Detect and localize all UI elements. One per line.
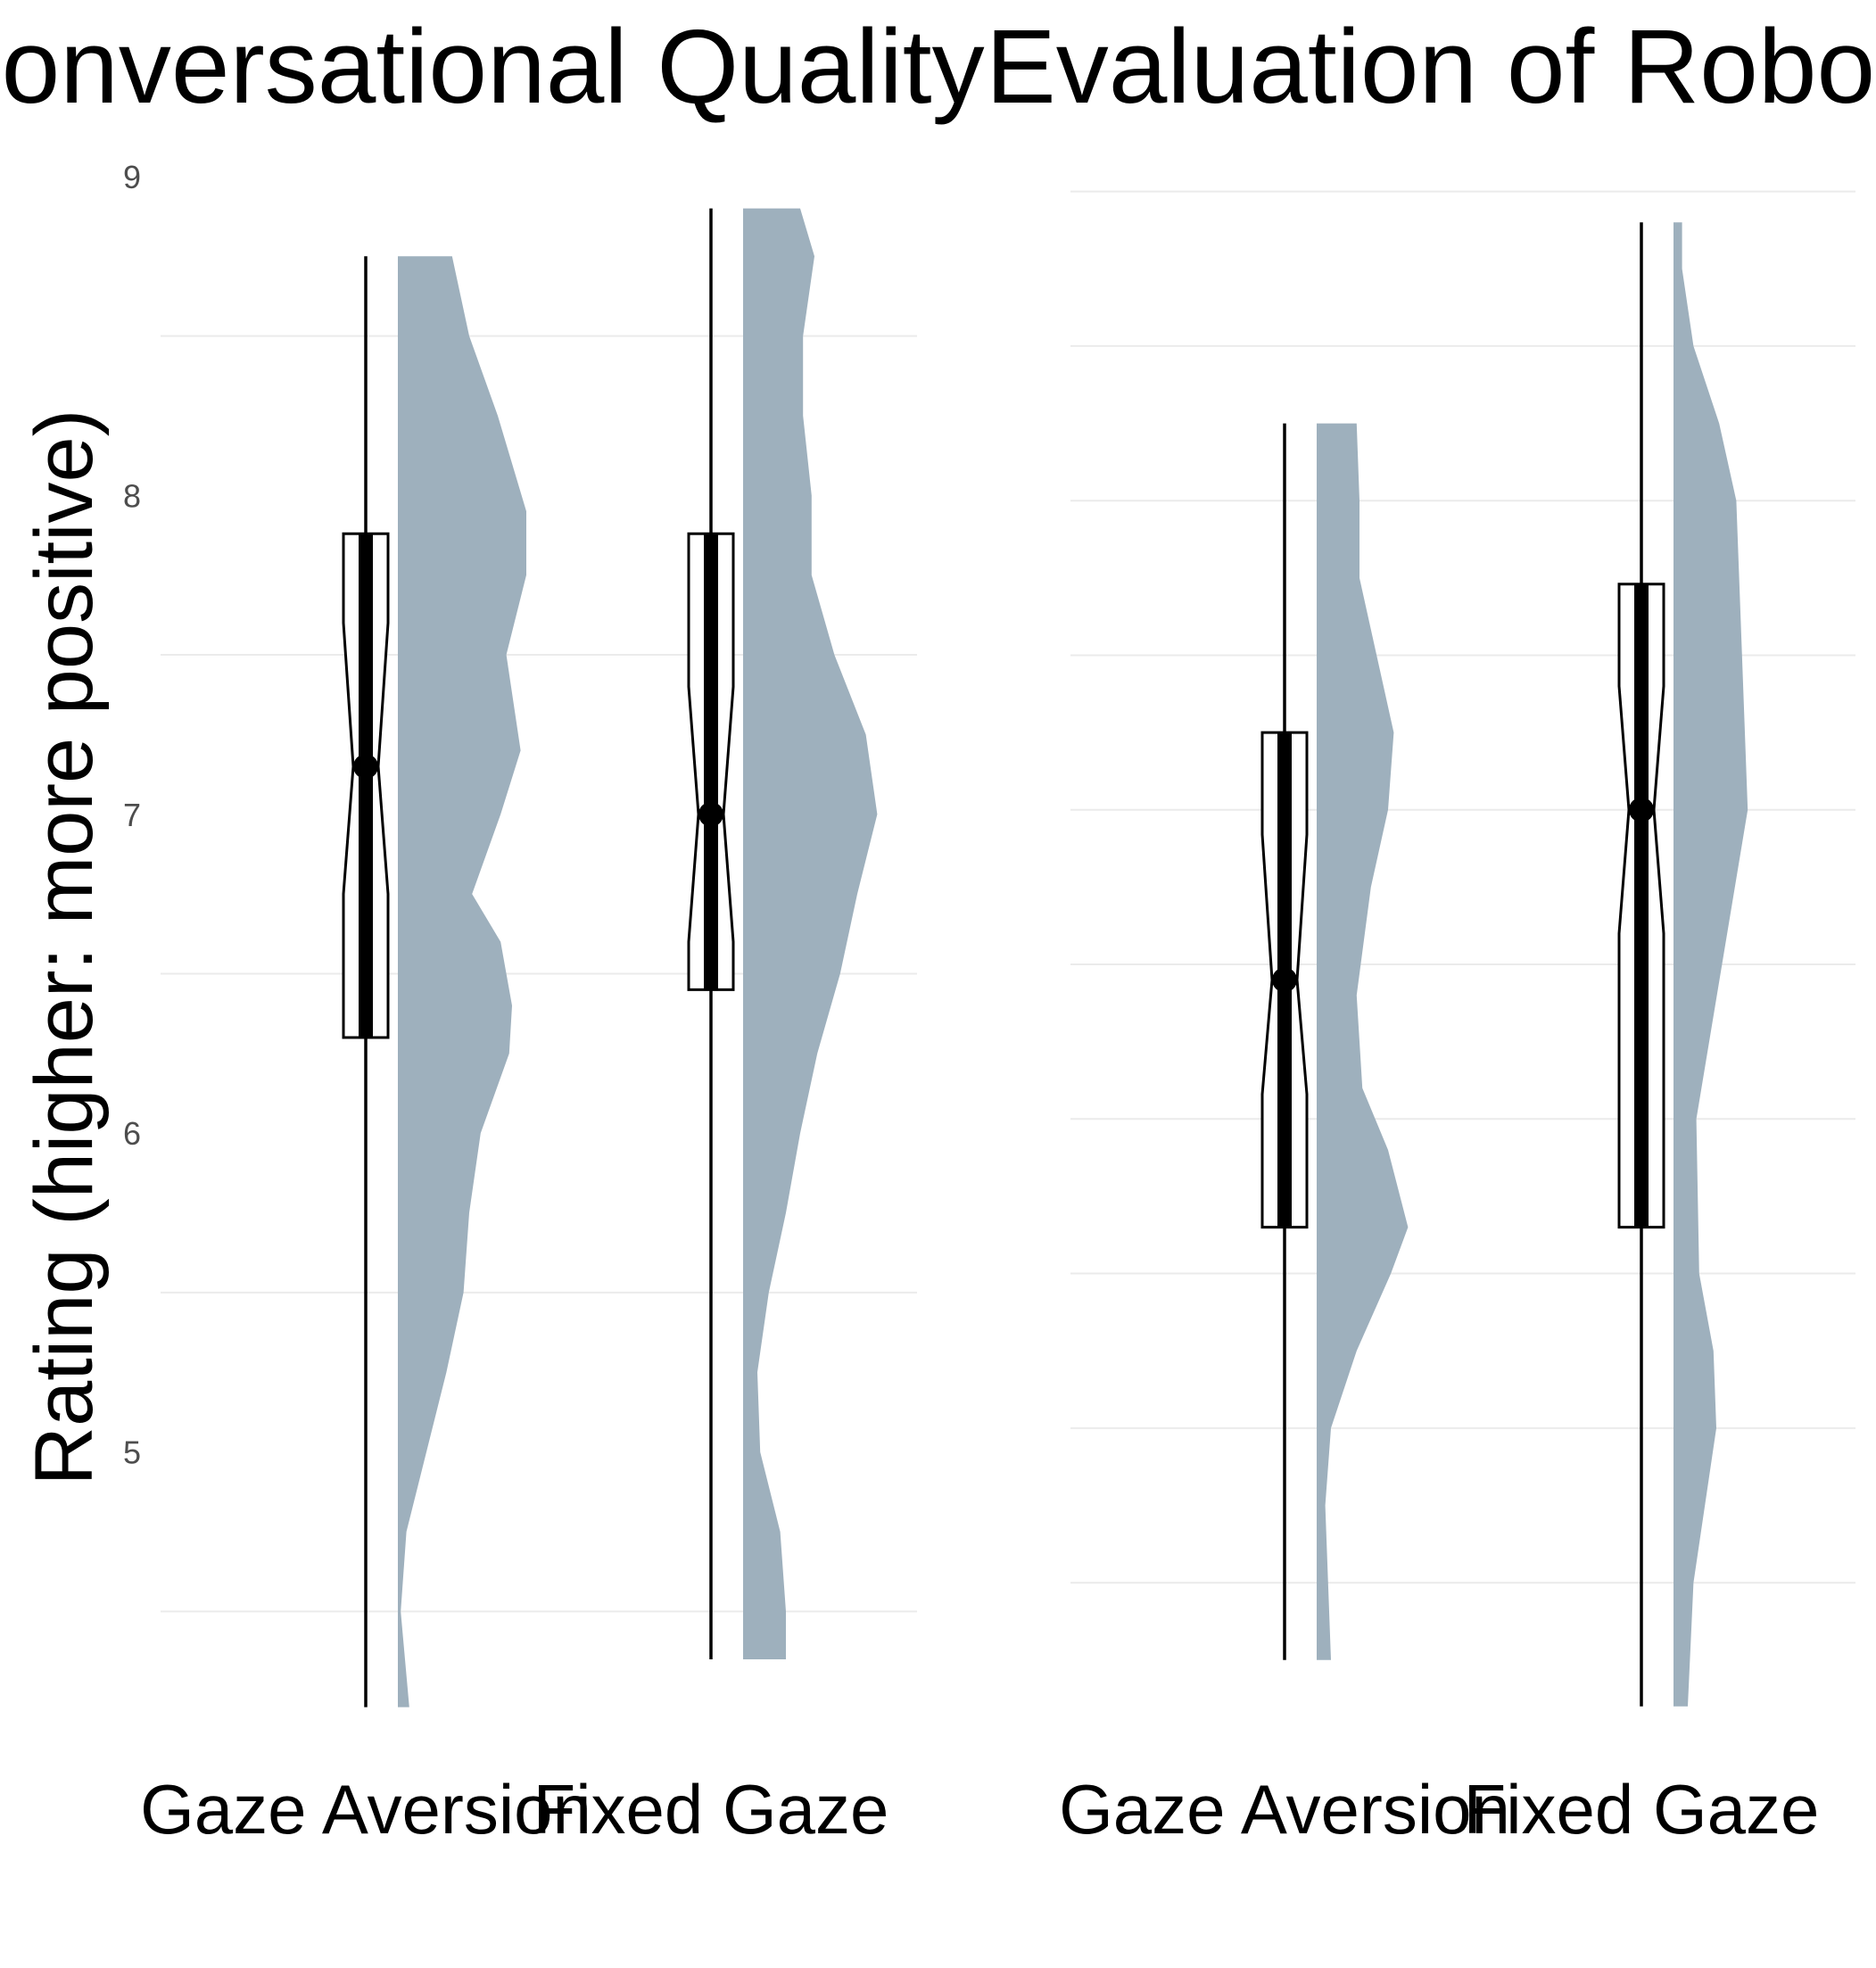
median-point: [698, 801, 723, 827]
median-point: [1629, 797, 1654, 823]
violin-1: [1317, 423, 1409, 1660]
x-category-label: Gaze Aversion: [1059, 1770, 1510, 1848]
y-tick-label: 7: [123, 797, 141, 833]
x-category-label: Gaze Aversion: [140, 1770, 591, 1848]
y-tick-label: 6: [123, 1115, 141, 1152]
y-axis-title: Rating (higher: more positive): [19, 409, 110, 1486]
y-tick-label: 8: [123, 477, 141, 514]
panel-title: Evaluation of Robot: [986, 8, 1876, 126]
median-point: [353, 754, 378, 780]
violin-2: [743, 208, 878, 1659]
median-point: [1272, 967, 1297, 993]
y-tick-label: 5: [123, 1435, 141, 1471]
violin-1: [398, 256, 526, 1708]
x-category-label: Fixed Gaze: [533, 1770, 889, 1848]
x-category-label: Fixed Gaze: [1464, 1770, 1820, 1848]
panel-1: 5 6 7 8 9 Conversational Quality Rating (highe…: [0, 8, 985, 1848]
panel-title: Conversational Quality: [0, 8, 985, 126]
y-tick-label: 9: [123, 159, 141, 195]
violin-2: [1674, 222, 1748, 1707]
